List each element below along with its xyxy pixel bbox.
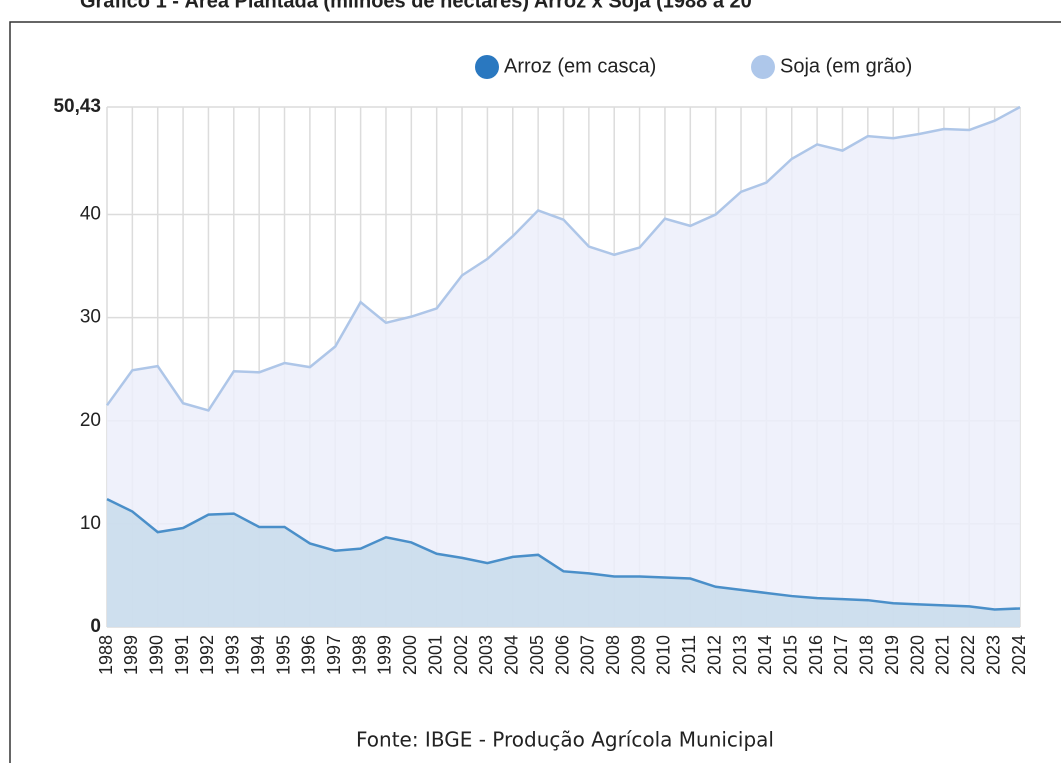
x-tick-label: 2021	[933, 635, 953, 675]
y-tick-label: 0	[90, 616, 101, 637]
x-tick-label: 2020	[907, 635, 927, 675]
x-tick-label: 2008	[603, 635, 623, 675]
x-tick-label: 2023	[983, 635, 1003, 675]
y-tick-label: 50,43	[53, 96, 101, 117]
x-tick-label: 2013	[730, 635, 750, 675]
source: Fonte: IBGE - Produção Agrícola Municipa…	[356, 728, 774, 752]
x-tick-label: 1990	[146, 635, 166, 675]
x-tick-label: 1993	[223, 635, 243, 675]
x-tick-label: 2000	[400, 635, 420, 675]
x-tick-label: 2010	[654, 635, 674, 675]
y-tick-label: 30	[80, 307, 101, 328]
x-tick-label: 2024	[1009, 635, 1029, 675]
x-tick-label: 1995	[273, 635, 293, 675]
frame	[9, 21, 1061, 763]
legend-marker	[751, 55, 775, 79]
x-tick-label: 1991	[172, 635, 192, 675]
area-fill	[107, 499, 1020, 627]
x-tick-label: 2014	[755, 635, 775, 675]
x-tick-label: 2022	[958, 635, 978, 675]
x-tick-label: 2018	[857, 635, 877, 675]
line	[105, 105, 1021, 412]
chart-title: Gráfico 1 - Área Plantada (milhões de he…	[80, 0, 752, 12]
legend-label: Soja (em grão)	[780, 55, 912, 77]
x-tick-label: 1997	[324, 635, 344, 675]
x-tick-label: 2007	[578, 635, 598, 675]
x-tick-label: 1999	[375, 635, 395, 675]
x-tick-label: 2005	[527, 635, 547, 675]
x-tick-label: 2002	[451, 635, 471, 675]
legend-label: Arroz (em casca)	[504, 55, 656, 77]
y-tick-label: 10	[80, 513, 101, 534]
y-tick-label: 40	[80, 204, 101, 225]
x-tick-label: 2016	[806, 635, 826, 675]
x-tick-label: 1994	[248, 635, 268, 675]
line	[106, 498, 1021, 611]
x-tick-label: 1992	[197, 635, 217, 675]
x-tick-label: 2001	[425, 635, 445, 675]
x-tick-label: 2004	[502, 635, 522, 675]
x-tick-label: 1988	[96, 635, 116, 675]
area-fill	[107, 107, 1020, 627]
x-tick-label: 2011	[679, 635, 699, 674]
x-tick-label: 2009	[628, 635, 648, 675]
x-tick-label: 2003	[476, 635, 496, 675]
x-tick-label: 1996	[299, 635, 319, 675]
x-tick-label: 2012	[704, 635, 724, 675]
x-tick-label: 2017	[831, 635, 851, 675]
x-tick-label: 1998	[349, 635, 369, 675]
y-tick-label: 20	[80, 410, 101, 431]
x-tick-label: 2019	[882, 635, 902, 675]
x-tick-label: 2015	[781, 635, 801, 675]
x-tick-label: 1989	[121, 635, 141, 675]
x-tick-label: 2006	[552, 635, 572, 675]
legend-marker	[475, 55, 499, 79]
